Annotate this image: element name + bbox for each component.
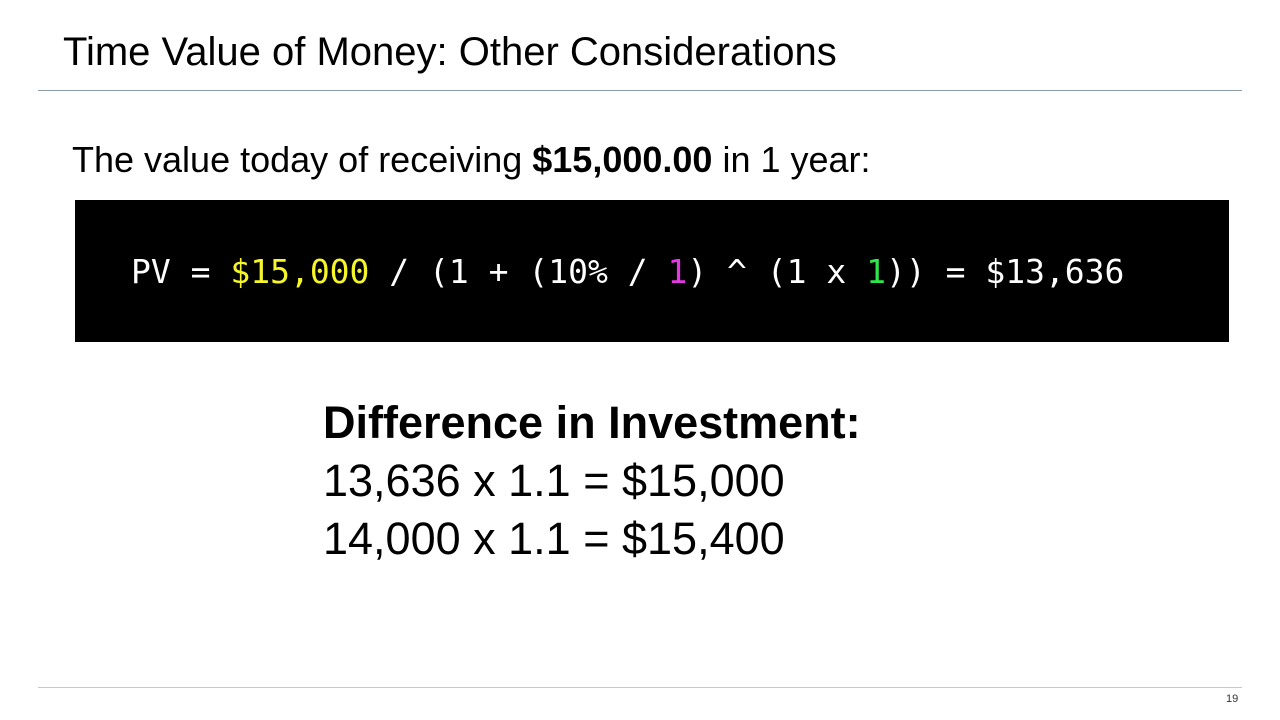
formula-periods-per-year: 1	[667, 252, 688, 291]
difference-line: 14,000 x 1.1 = $15,400	[323, 513, 785, 564]
intro-suffix: in 1 year:	[712, 139, 871, 180]
formula-part-1: / (1 + (10% /	[369, 252, 668, 291]
footer-divider	[38, 687, 1242, 688]
formula-lead: PV =	[131, 252, 231, 291]
formula-part-3: )) = $13,636	[886, 252, 1125, 291]
formula-part-2: ) ^ (1 x	[687, 252, 867, 291]
title-divider	[38, 90, 1242, 91]
intro-text: The value today of receiving $15,000.00 …	[72, 138, 871, 182]
slide-title: Time Value of Money: Other Consideration…	[63, 30, 837, 74]
pv-formula: PV = $15,000 / (1 + (10% / 1) ^ (1 x 1))…	[131, 250, 1124, 294]
difference-heading: Difference in Investment:	[323, 397, 861, 448]
intro-prefix: The value today of receiving	[72, 139, 533, 180]
formula-years: 1	[866, 252, 886, 291]
intro-amount: $15,000.00	[532, 139, 713, 180]
formula-code-block: PV = $15,000 / (1 + (10% / 1) ^ (1 x 1))…	[75, 200, 1229, 342]
formula-future-value: $15,000	[230, 252, 370, 291]
difference-section: Difference in Investment: 13,636 x 1.1 =…	[323, 394, 861, 568]
page-number: 19	[1226, 693, 1239, 705]
difference-line: 13,636 x 1.1 = $15,000	[323, 455, 785, 506]
